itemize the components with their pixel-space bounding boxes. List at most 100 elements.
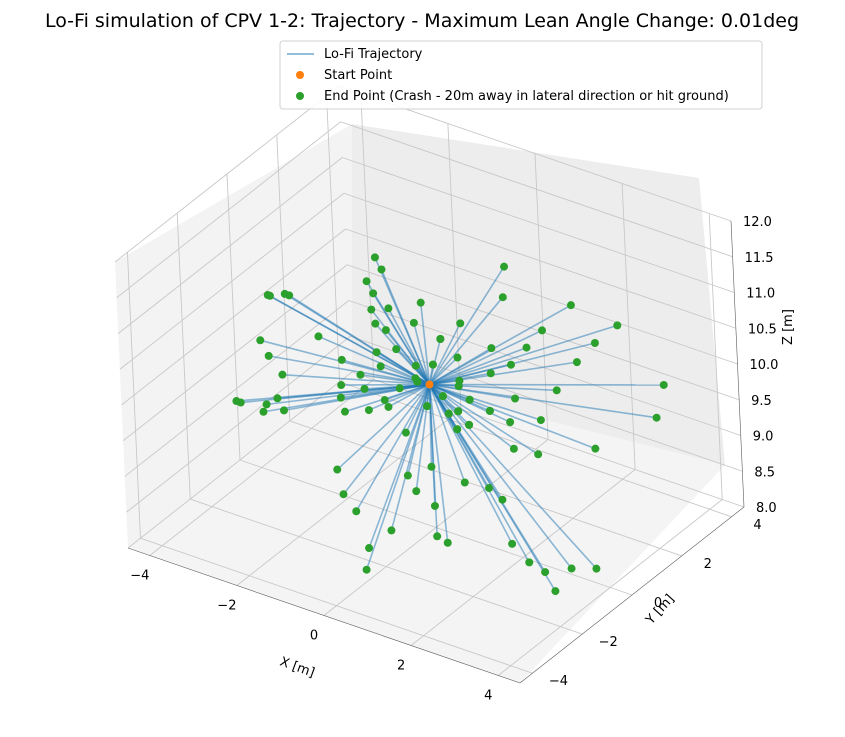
trajectory-line (376, 351, 430, 386)
end-point (486, 369, 495, 378)
trajectory-line (372, 292, 431, 385)
end-point (551, 587, 560, 596)
end-point (506, 360, 515, 369)
end-point (500, 262, 509, 271)
z-tick-label: 10.5 (748, 322, 777, 337)
floor-gridline-y (140, 537, 533, 674)
back-gridline-z (342, 157, 735, 293)
end-point (591, 444, 600, 453)
end-point (370, 253, 379, 262)
z-tick-label: 9.5 (751, 394, 772, 409)
trajectory-line (419, 302, 431, 385)
end-point (403, 471, 412, 480)
legend-start-marker (296, 71, 304, 79)
y-tick-label: −4 (549, 674, 568, 689)
left-gridline-z (127, 371, 353, 549)
left-gridline-z (117, 157, 343, 334)
end-point (427, 462, 436, 471)
left-gridline-z (122, 264, 348, 442)
trajectory-line (428, 266, 505, 385)
end-point (572, 358, 581, 367)
x-axis-label: X [m] (278, 655, 317, 681)
end-point (337, 381, 346, 390)
end-point (352, 507, 361, 516)
end-point (365, 544, 374, 553)
end-point (364, 406, 373, 415)
x-tick-label: 4 (484, 689, 492, 704)
z-tick-label: 11.5 (745, 251, 774, 266)
end-point (428, 360, 437, 369)
end-point (395, 384, 404, 393)
axis-edges (127, 220, 745, 684)
end-point (444, 409, 453, 418)
trajectory-line (429, 329, 543, 386)
chart-title: Lo-Fi simulation of CPV 1-2: Trajectory … (45, 10, 799, 32)
end-point (337, 355, 346, 364)
trajectory-line (405, 384, 431, 434)
end-point (552, 386, 561, 395)
x-tick-label: −4 (130, 569, 149, 584)
left-pane (115, 124, 352, 548)
end-point (456, 319, 465, 328)
trajectory-line (429, 383, 539, 455)
end-point (333, 465, 342, 474)
end-point (538, 326, 547, 335)
end-point (508, 539, 517, 548)
end-point (411, 361, 420, 370)
trajectory-line (428, 384, 513, 545)
trajectory-line (428, 296, 504, 386)
end-point (356, 370, 365, 379)
z-axis-line (730, 220, 745, 508)
end-point (387, 526, 396, 535)
z-tick-label: 8.0 (756, 501, 777, 516)
y-tick-label: 4 (753, 518, 761, 533)
end-point (367, 305, 376, 314)
trajectory-line (365, 384, 431, 570)
end-point (273, 394, 282, 403)
trajectory-line (282, 373, 430, 386)
trajectory-line (387, 308, 431, 385)
trajectory-line (384, 383, 430, 401)
trajectory-line (428, 322, 461, 385)
end-point (236, 398, 245, 407)
end-point (659, 380, 668, 389)
legend-label-start: Start Point (324, 68, 392, 83)
end-point (265, 291, 274, 300)
end-point (430, 501, 439, 510)
trajectory-line (269, 295, 430, 386)
x-tick-label: 0 (310, 629, 318, 644)
end-points (232, 253, 668, 596)
x-tick-label: 2 (397, 659, 405, 674)
end-point (285, 291, 294, 300)
trajectory-line (428, 384, 466, 483)
end-point (423, 402, 432, 411)
end-point (256, 336, 265, 345)
end-point (541, 568, 550, 577)
trajectory-line (428, 356, 459, 386)
end-point (262, 400, 271, 409)
trajectory-line (429, 379, 460, 386)
end-point (498, 495, 507, 504)
back-gridline-z (340, 121, 733, 258)
trajectory-line (428, 383, 598, 570)
end-point (416, 298, 425, 307)
end-point (511, 394, 520, 403)
legend-label-trajectory: Lo-Fi Trajectory (324, 47, 423, 62)
left-gridline-z (116, 121, 341, 299)
trajectory-line (428, 384, 438, 537)
end-point (465, 420, 474, 429)
end-point (340, 407, 349, 416)
legend: Lo-Fi Trajectory Start Point End Point (… (279, 40, 763, 110)
trajectory-line (429, 383, 516, 400)
y-axis-line (519, 506, 745, 684)
end-point (485, 406, 494, 415)
end-point (438, 392, 447, 401)
end-point (264, 351, 273, 360)
left-gridline-z (114, 85, 340, 263)
floor-gridline-y (190, 498, 583, 635)
start-point-layer (423, 334, 494, 434)
trajectory-line (429, 383, 491, 412)
end-point (454, 407, 463, 416)
z-tick-label: 10.0 (750, 358, 779, 373)
